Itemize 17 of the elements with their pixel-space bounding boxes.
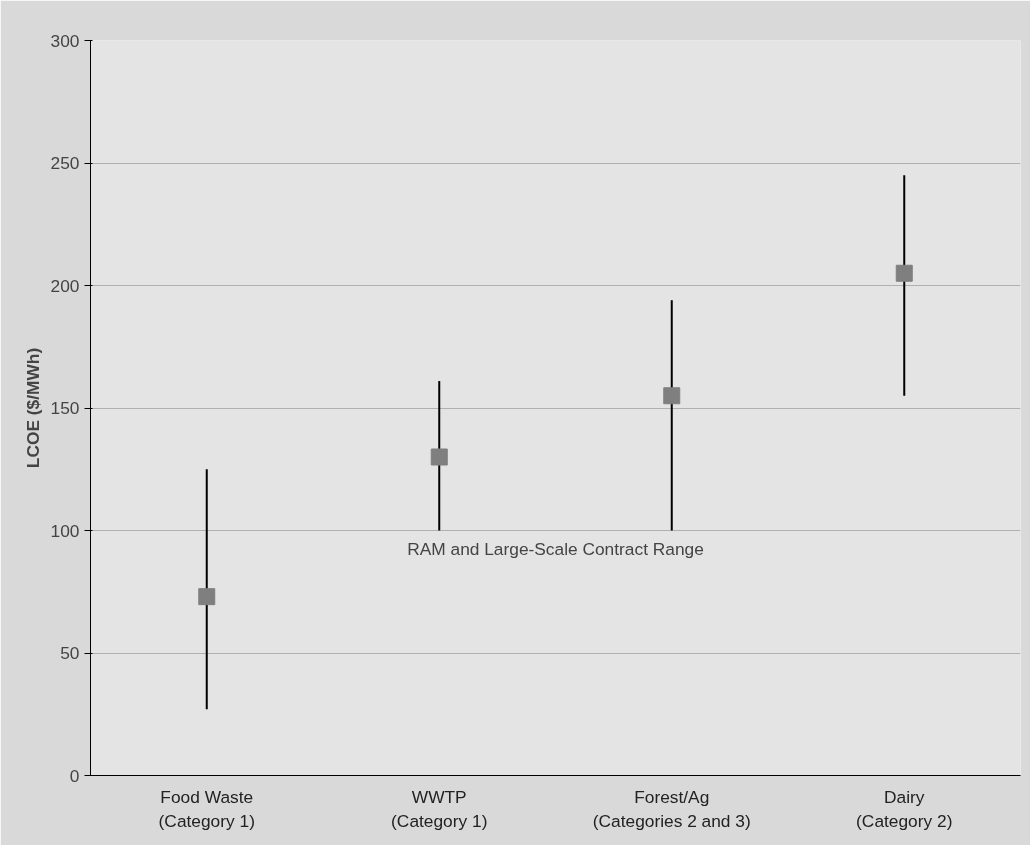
y-tick-label: 100: [50, 520, 80, 541]
x-tick-label: Dairy (Category 2): [856, 786, 953, 831]
y-tick-label: 0: [69, 765, 80, 786]
point: [895, 264, 913, 282]
y-axis-title: LCOE ($/MWh): [22, 347, 43, 469]
y-tick-label: 50: [60, 643, 80, 663]
x-tick-label: WWTP (Category 1): [391, 786, 488, 831]
point: [663, 387, 681, 405]
x-tick-label: Food Waste (Category 1): [158, 786, 255, 831]
annotation: RAM and Large-Scale Contract Range: [407, 538, 704, 559]
y-tick-label: 250: [50, 153, 80, 173]
y-tick-label: 200: [50, 275, 80, 296]
point: [198, 588, 216, 606]
y-tick-label: 300: [50, 30, 80, 51]
x-tick-label: Forest/Ag (Categories 2 and 3): [592, 786, 751, 831]
y-tick-label: 150: [50, 398, 80, 418]
point: [430, 448, 448, 466]
